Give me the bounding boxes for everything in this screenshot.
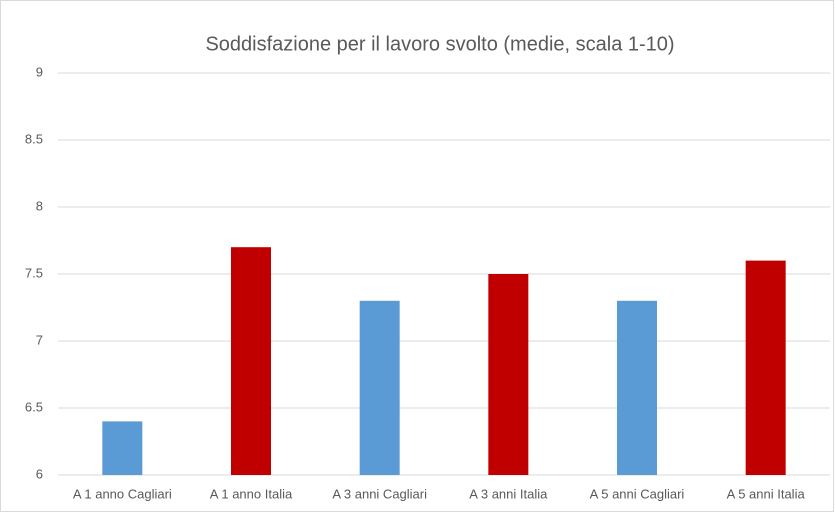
x-tick-label: A 3 anni Italia	[469, 486, 548, 501]
x-tick-label: A 5 anni Italia	[727, 486, 806, 501]
bar	[102, 421, 143, 475]
y-tick-label: 6.5	[25, 399, 43, 414]
bar	[617, 300, 657, 475]
chart-title: Soddisfazione per il lavoro svolto (medi…	[205, 33, 674, 55]
bar	[745, 260, 786, 475]
bar	[359, 300, 400, 475]
x-tick-label: A 3 anni Cagliari	[332, 486, 427, 501]
x-tick-label: A 5 anni Cagliari	[590, 486, 685, 501]
x-tick-label: A 1 anno Cagliari	[73, 486, 172, 501]
y-tick-label: 8.5	[25, 131, 43, 146]
y-tick-label: 6	[36, 466, 43, 481]
y-tick-label: 7	[36, 332, 43, 347]
y-tick-label: 8	[36, 198, 43, 213]
bar	[488, 274, 529, 475]
bar	[231, 247, 271, 475]
y-tick-label: 9	[36, 64, 43, 79]
x-tick-label: A 1 anno Italia	[210, 486, 293, 501]
y-tick-label: 7.5	[25, 265, 43, 280]
